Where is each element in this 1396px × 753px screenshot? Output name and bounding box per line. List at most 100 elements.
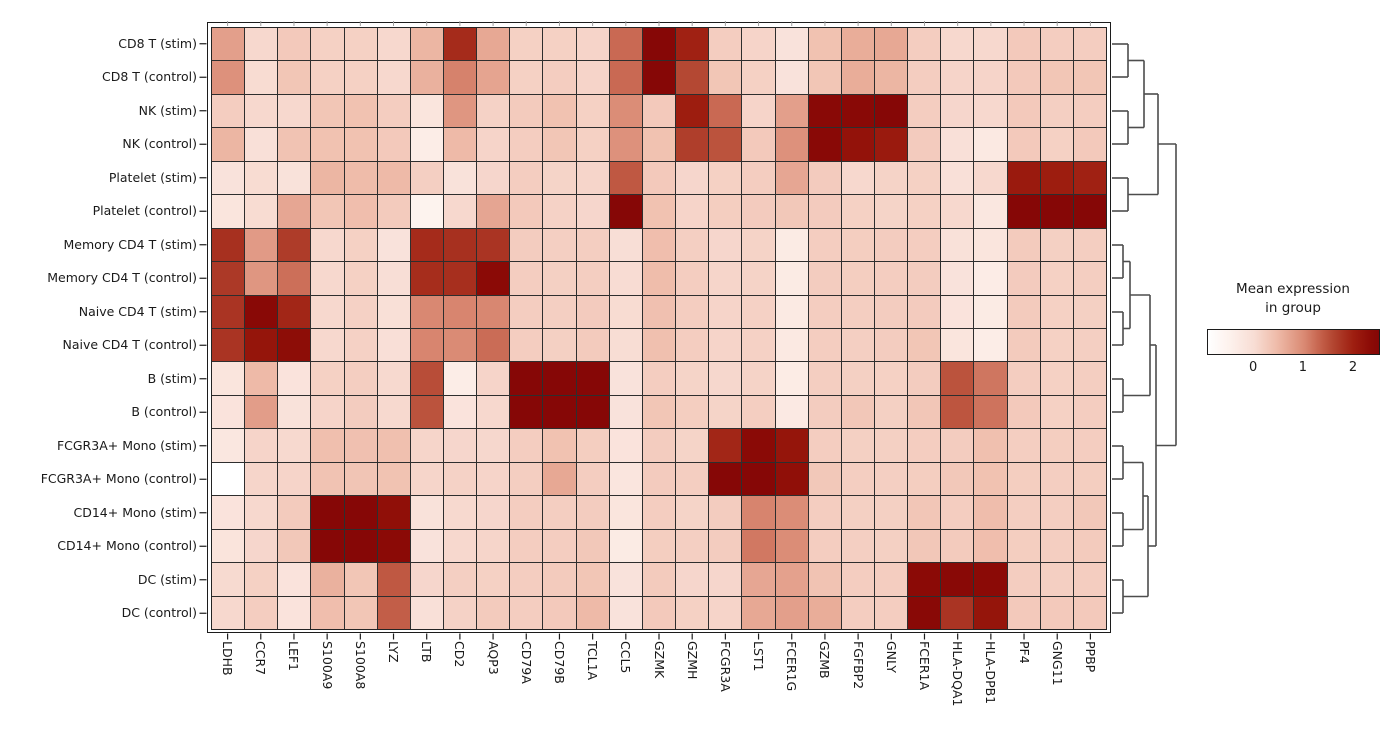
heatmap-cell [775,28,808,61]
heatmap-cell [1040,228,1073,262]
heatmap-cell [543,161,576,195]
col-label: HLA-DPB1 [983,641,999,705]
row-label: DC (control) [121,605,197,621]
heatmap-cell [278,395,311,429]
heatmap-cell [642,529,676,563]
heatmap-cell [874,228,908,262]
col-label: LTB [419,641,435,663]
heatmap-cell [808,596,841,629]
heatmap-cell [1073,496,1106,529]
heatmap-cell [311,429,344,462]
heatmap-cell [1007,328,1040,362]
heatmap-cell [808,496,841,529]
heatmap-cell [344,61,377,94]
heatmap-cell [344,94,377,128]
heatmap-cell [245,563,278,596]
heatmap-cell [676,262,709,295]
heatmap-cell [1007,563,1040,596]
heatmap-cell [642,429,676,462]
heatmap-cell [278,94,311,128]
heatmap-cell [676,28,709,61]
heatmap-cell [245,161,278,195]
heatmap-cell [344,262,377,295]
heatmap-cell [808,28,841,61]
heatmap-cell [543,429,576,462]
heatmap-cell [609,496,642,529]
heatmap-cell [1073,28,1106,61]
heatmap-cell [576,161,609,195]
heatmap-cell [709,128,742,161]
heatmap-cell [642,462,676,496]
heatmap-cell [311,596,344,629]
heatmap-cell [642,596,676,629]
heatmap-cell [974,429,1007,462]
heatmap-cell [576,61,609,94]
heatmap-cell [510,94,543,128]
heatmap-cell [212,128,245,161]
heatmap-cell [311,395,344,429]
heatmap-grid [211,27,1107,630]
heatmap-cell [477,228,510,262]
heatmap-cell [212,262,245,295]
heatmap-cell [278,563,311,596]
heatmap-cell [841,262,874,295]
heatmap-cell [841,395,874,429]
heatmap-cell [742,596,775,629]
heatmap-cell [941,328,974,362]
heatmap-cell [1040,195,1073,228]
heatmap-cell [410,161,444,195]
heatmap-cell [344,228,377,262]
heatmap-cell [410,228,444,262]
heatmap-cell [377,28,410,61]
heatmap-cell [775,228,808,262]
heatmap-cell [576,94,609,128]
heatmap-cell [444,328,477,362]
heatmap-cell [410,596,444,629]
heatmap-cell [775,94,808,128]
heatmap-cell [410,496,444,529]
col-label: GNG11 [1049,641,1065,686]
heatmap-cell [576,395,609,429]
heatmap-cell [874,395,908,429]
heatmap-cell [1007,195,1040,228]
heatmap-cell [344,195,377,228]
heatmap-cell [311,496,344,529]
heatmap-cell [543,462,576,496]
heatmap-cell [311,94,344,128]
heatmap-cell [642,563,676,596]
heatmap-cell [377,395,410,429]
heatmap-cell [676,596,709,629]
heatmap-cell [642,94,676,128]
heatmap-cell [974,496,1007,529]
heatmap-cell [808,328,841,362]
heatmap-cell [742,395,775,429]
heatmap-cell [775,596,808,629]
heatmap-cell [212,161,245,195]
heatmap-cell [908,395,941,429]
row-label: NK (stim) [138,102,197,118]
heatmap-cell [477,563,510,596]
heatmap-cell [941,529,974,563]
heatmap-cell [1040,429,1073,462]
heatmap-cell [941,295,974,328]
heatmap-cell [510,429,543,462]
heatmap-cell [908,262,941,295]
heatmap-cell [212,195,245,228]
heatmap-cell [908,429,941,462]
heatmap-cell [1007,429,1040,462]
heatmap-cell [1040,128,1073,161]
heatmap-cell [941,195,974,228]
col-label: TCL1A [585,641,601,681]
heatmap-cell [841,61,874,94]
heatmap-cell [311,195,344,228]
heatmap-cell [874,28,908,61]
heatmap-cell [212,596,245,629]
heatmap-cell [908,61,941,94]
heatmap-cell [874,563,908,596]
heatmap-cell [841,596,874,629]
heatmap-cell [278,161,311,195]
heatmap-cell [212,328,245,362]
col-label: FCER1G [784,641,800,692]
heatmap-cell [742,228,775,262]
heatmap-cell [742,462,775,496]
